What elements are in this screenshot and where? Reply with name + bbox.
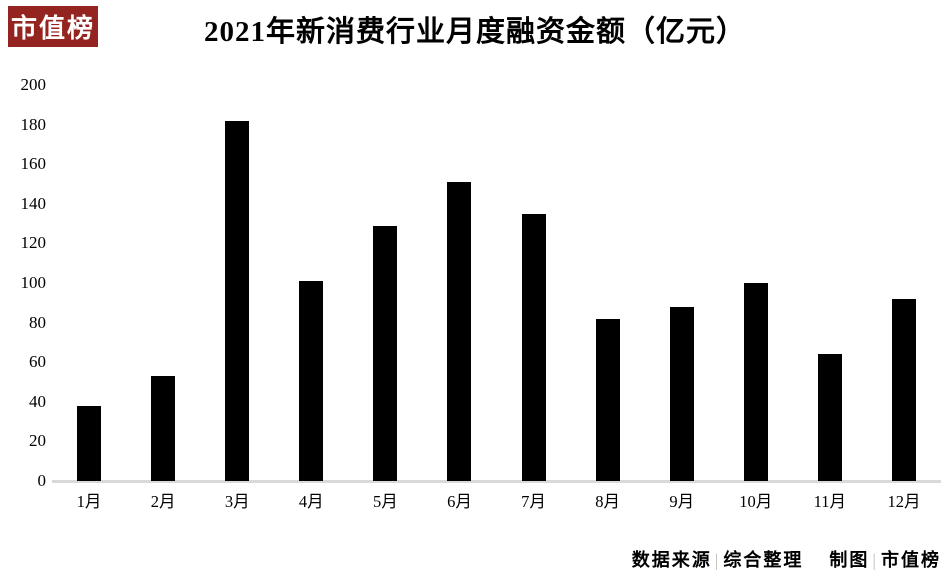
bar-1月 [77,405,102,481]
bar-8月 [595,318,620,481]
bar-3月 [225,120,250,481]
y-tick-label: 100 [20,273,47,292]
bar-7月 [521,213,546,481]
footer-author-value: 市值榜 [881,550,941,570]
bar-9月 [669,306,694,481]
bar-10月 [743,283,768,481]
y-tick-label: 20 [29,431,46,451]
x-tick-label: 8月 [595,492,620,511]
footer-credits: 数据来源 | 综合整理 制图 | 市值榜 [632,546,941,572]
x-tick-label: 10月 [739,492,773,511]
x-tick-label: 2月 [150,492,176,511]
x-tick-label: 3月 [224,492,250,511]
bar-11月 [817,354,842,481]
footer-separator: | [714,550,721,570]
y-tick-label: 180 [20,114,47,134]
x-tick-label: 11月 [813,492,847,511]
y-tick-label: 140 [20,193,47,213]
footer-author-label: 制图 [829,550,870,570]
y-tick-label: 60 [29,352,46,372]
footer-source-value: 综合整理 [723,550,804,570]
y-tick-label: 160 [20,154,47,174]
x-tick-label: 7月 [521,492,546,511]
x-tick-label: 1月 [76,492,102,511]
bar-2月 [151,376,176,481]
site-logo-text: 市值榜 [10,14,95,43]
y-tick-label: 80 [29,312,46,332]
bar-5月 [373,225,398,481]
footer-separator: | [872,550,878,570]
bar-12月 [891,298,916,481]
x-tick-label: 4月 [298,492,324,511]
x-tick-label: 12月 [887,492,921,511]
footer-source-label: 数据来源 [631,550,712,570]
bar-4月 [299,281,324,481]
y-tick-label: 200 [20,75,47,94]
y-tick-label: 0 [37,471,47,490]
x-tick-label: 5月 [372,492,398,511]
chart-title: 2021年新消费行业月度融资金额（亿元） [203,16,746,48]
site-logo: 市值榜 [8,6,98,47]
y-tick-label: 40 [29,391,46,411]
bar-6月 [447,182,472,481]
x-tick-label: 6月 [447,492,472,511]
x-axis-line [52,480,941,483]
x-tick-label: 9月 [669,492,695,511]
y-tick-label: 120 [20,233,47,253]
